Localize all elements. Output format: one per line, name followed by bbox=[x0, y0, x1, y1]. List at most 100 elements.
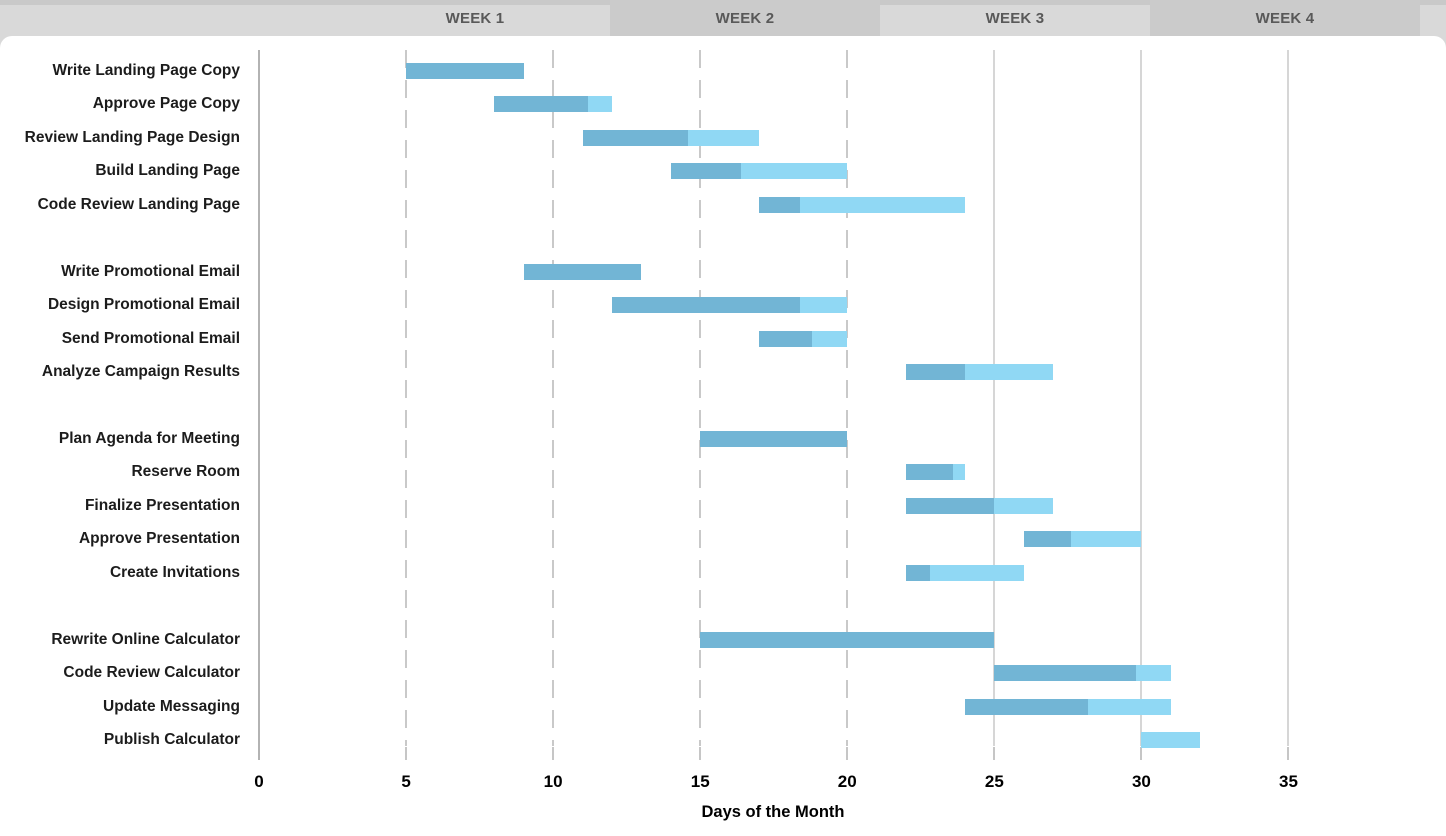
x-axis-tick-label: 0 bbox=[254, 772, 264, 791]
x-axis-tick-label: 35 bbox=[1279, 772, 1298, 791]
task-bar-complete-segment bbox=[494, 96, 589, 113]
task-bar bbox=[670, 163, 848, 180]
week-header-label: WEEK 2 bbox=[715, 9, 775, 27]
task-bar-remaining-segment bbox=[741, 163, 848, 180]
x-axis-tick-label: 15 bbox=[690, 772, 710, 791]
task-bar-complete-segment bbox=[994, 665, 1136, 682]
task-bar-complete-segment bbox=[759, 196, 801, 213]
week-header-band: WEEK 1 WEEK 2 WEEK 3 WEEK 4 bbox=[0, 0, 1446, 36]
task-label: Code Review Calculator bbox=[63, 664, 240, 682]
task-bar-remaining-segment bbox=[588, 96, 612, 113]
task-bar-complete-segment bbox=[906, 464, 954, 481]
task-bar-remaining-segment bbox=[964, 364, 1054, 381]
task-bar bbox=[964, 698, 1171, 715]
task-bar bbox=[582, 129, 759, 146]
task-bar-remaining-segment bbox=[994, 497, 1054, 514]
task-bar bbox=[759, 196, 965, 213]
task-bar-complete-segment bbox=[523, 263, 642, 280]
week-header-cell: WEEK 4 bbox=[1150, 0, 1420, 36]
task-label: Write Landing Page Copy bbox=[52, 62, 240, 79]
task-label: Publish Calculator bbox=[103, 731, 240, 748]
x-axis-tick-label: 25 bbox=[984, 772, 1004, 791]
task-bar-remaining-segment bbox=[1141, 732, 1201, 748]
task-label: Approve Presentation bbox=[78, 530, 240, 548]
task-bar bbox=[994, 665, 1171, 682]
task-bar bbox=[611, 297, 848, 314]
y-axis-line bbox=[258, 50, 260, 760]
task-label: Reserve Room bbox=[131, 463, 240, 481]
task-bar-complete-segment bbox=[906, 364, 965, 381]
task-bar bbox=[759, 330, 848, 347]
x-axis-tick-label: 5 bbox=[401, 772, 411, 791]
task-bar-complete-segment bbox=[700, 430, 848, 447]
gridline-solid-day-25 bbox=[993, 50, 996, 746]
task-bar bbox=[1141, 732, 1201, 748]
task-label: Finalize Presentation bbox=[84, 496, 240, 514]
gridline-dashed-day-20 bbox=[846, 50, 849, 746]
task-label: Send Promotional Email bbox=[61, 329, 240, 347]
task-label: Plan Agenda for Meeting bbox=[58, 429, 240, 447]
week-header-cell: WEEK 2 bbox=[610, 0, 880, 36]
x-axis-tick bbox=[1287, 747, 1290, 760]
task-bar bbox=[906, 364, 1054, 381]
x-axis-tick bbox=[699, 747, 702, 760]
task-label: Code Review Landing Page bbox=[37, 195, 240, 213]
task-bar-complete-segment bbox=[700, 631, 995, 648]
task-bar bbox=[700, 430, 848, 447]
x-axis-title: Days of the Month bbox=[701, 803, 845, 821]
x-axis-tick bbox=[405, 747, 408, 760]
week-header-cell: WEEK 3 bbox=[880, 0, 1150, 36]
task-label: Review Landing Page Design bbox=[24, 128, 240, 146]
task-bar-remaining-segment bbox=[800, 297, 848, 314]
gridline-solid-day-35 bbox=[1287, 50, 1290, 746]
task-label: Rewrite Online Calculator bbox=[51, 630, 240, 648]
task-label: Write Promotional Email bbox=[61, 262, 240, 280]
task-label: Create Invitations bbox=[109, 563, 240, 581]
task-bar-complete-segment bbox=[670, 163, 742, 180]
task-label: Update Messaging bbox=[103, 697, 240, 715]
task-bar-complete-segment bbox=[582, 129, 689, 146]
x-axis-tick-label: 20 bbox=[837, 772, 857, 791]
x-axis-tick-label: 10 bbox=[543, 772, 563, 791]
week-header-label: WEEK 3 bbox=[985, 9, 1045, 27]
task-bar-complete-segment bbox=[759, 330, 812, 347]
task-bar-complete-segment bbox=[406, 63, 524, 79]
x-axis-tick bbox=[993, 747, 996, 760]
task-bar-remaining-segment bbox=[811, 330, 848, 347]
task-label: Approve Page Copy bbox=[92, 95, 240, 113]
x-axis-tick bbox=[552, 747, 555, 760]
task-bar bbox=[406, 63, 524, 79]
task-label: Analyze Campaign Results bbox=[41, 363, 240, 381]
week-header-cell: WEEK 1 bbox=[340, 0, 610, 36]
gridline-solid-day-30 bbox=[1140, 50, 1143, 746]
gridline-dashed-day-5 bbox=[405, 50, 408, 746]
task-label: Build Landing Page bbox=[95, 162, 240, 180]
task-bar-complete-segment bbox=[1023, 531, 1071, 548]
x-axis-tick bbox=[1140, 747, 1143, 760]
task-bar-complete-segment bbox=[964, 698, 1089, 715]
task-bar-remaining-segment bbox=[1135, 665, 1171, 682]
task-bar-remaining-segment bbox=[1088, 698, 1171, 715]
task-bar bbox=[906, 497, 1054, 514]
week-header-label: WEEK 1 bbox=[445, 9, 505, 27]
x-axis-tick bbox=[846, 747, 849, 760]
task-bar bbox=[700, 631, 995, 648]
task-bar bbox=[906, 464, 965, 481]
task-bar bbox=[523, 263, 642, 280]
task-bar-remaining-segment bbox=[800, 196, 965, 213]
gridline-dashed-day-15 bbox=[699, 50, 702, 746]
task-bar bbox=[906, 564, 1024, 581]
week-header-label: WEEK 4 bbox=[1255, 9, 1315, 27]
task-bar bbox=[494, 96, 612, 113]
task-label: Design Promotional Email bbox=[47, 296, 240, 314]
task-bar-remaining-segment bbox=[929, 564, 1024, 581]
task-bar-complete-segment bbox=[611, 297, 801, 314]
task-bar-complete-segment bbox=[906, 497, 995, 514]
task-bar-remaining-segment bbox=[953, 464, 965, 481]
x-axis-tick-label: 30 bbox=[1131, 772, 1151, 791]
task-bar bbox=[1023, 531, 1142, 548]
task-bar-remaining-segment bbox=[688, 129, 759, 146]
task-bar-complete-segment bbox=[906, 564, 930, 581]
